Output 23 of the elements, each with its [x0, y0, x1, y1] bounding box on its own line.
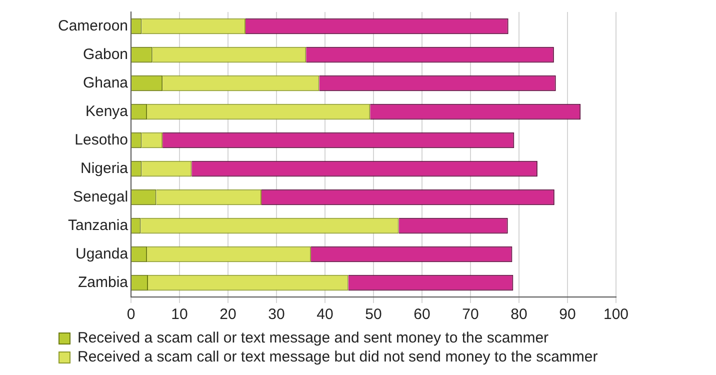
x-tick-label: 40	[316, 306, 334, 324]
y-tick-label: Nigeria	[80, 160, 129, 177]
x-tick-label: 70	[462, 306, 479, 324]
y-tick-label: Zambia	[78, 274, 129, 291]
y-tick-label: Gabon	[82, 46, 128, 63]
x-tick-label: 90	[559, 306, 576, 324]
x-tick-label: 0	[126, 306, 136, 324]
x-tick-label: 50	[365, 306, 382, 324]
y-tick-label: Lesotho	[74, 131, 128, 148]
y-tick-label: Kenya	[85, 102, 129, 120]
y-tick-label: Cameroon	[58, 17, 128, 34]
y-tick-label: Ghana	[82, 74, 129, 92]
x-tick-label: 60	[414, 306, 430, 324]
x-tick-label: 100	[603, 306, 629, 324]
legend-label: Received a scam call or text message but did not send money to the scammer	[78, 348, 598, 366]
y-tick-label: Senegal	[72, 188, 128, 206]
x-tick-label: 30	[268, 306, 285, 324]
x-tick-label: 20	[220, 306, 236, 324]
x-tick-label: 80	[510, 306, 528, 324]
legend-label: Received a scam call or text message and sent money to the scammer	[78, 330, 549, 347]
y-tick-label: Tanzania	[68, 216, 129, 234]
y-tick-label: Uganda	[75, 245, 129, 262]
x-tick-label: 10	[171, 306, 188, 324]
